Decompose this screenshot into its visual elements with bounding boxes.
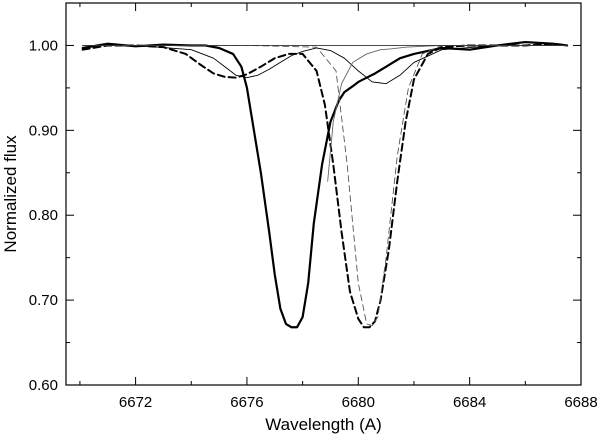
x-tick-label: 6684: [453, 394, 486, 411]
plot-frame: [65, 2, 582, 386]
x-tick-label: 6688: [564, 394, 597, 411]
y-tick-label: 0.70: [29, 292, 58, 309]
y-tick-label: 0.90: [29, 122, 58, 139]
y-axis-title: Normalized flux: [1, 135, 20, 253]
y-tick-label: 0.60: [29, 377, 58, 394]
series-line-5: [82, 44, 568, 327]
x-tick-label: 6680: [342, 394, 375, 411]
y-tick-label: 1.00: [29, 37, 58, 54]
x-tick-label: 6672: [119, 394, 152, 411]
series-line-4: [327, 44, 568, 182]
series-line-1: [81, 40, 569, 329]
series-line-2: [81, 42, 569, 329]
series-line-3: [82, 44, 568, 85]
y-tick-label: 0.80: [29, 207, 58, 224]
x-axis-title: Wavelength (A): [265, 415, 382, 434]
series-layer: [81, 40, 569, 329]
tick-layer: 6672 6676 6680 6684 6688 0.60 0.70 0.80 0.90 1.00: [29, 3, 598, 411]
x-tick-label: 6676: [230, 394, 263, 411]
